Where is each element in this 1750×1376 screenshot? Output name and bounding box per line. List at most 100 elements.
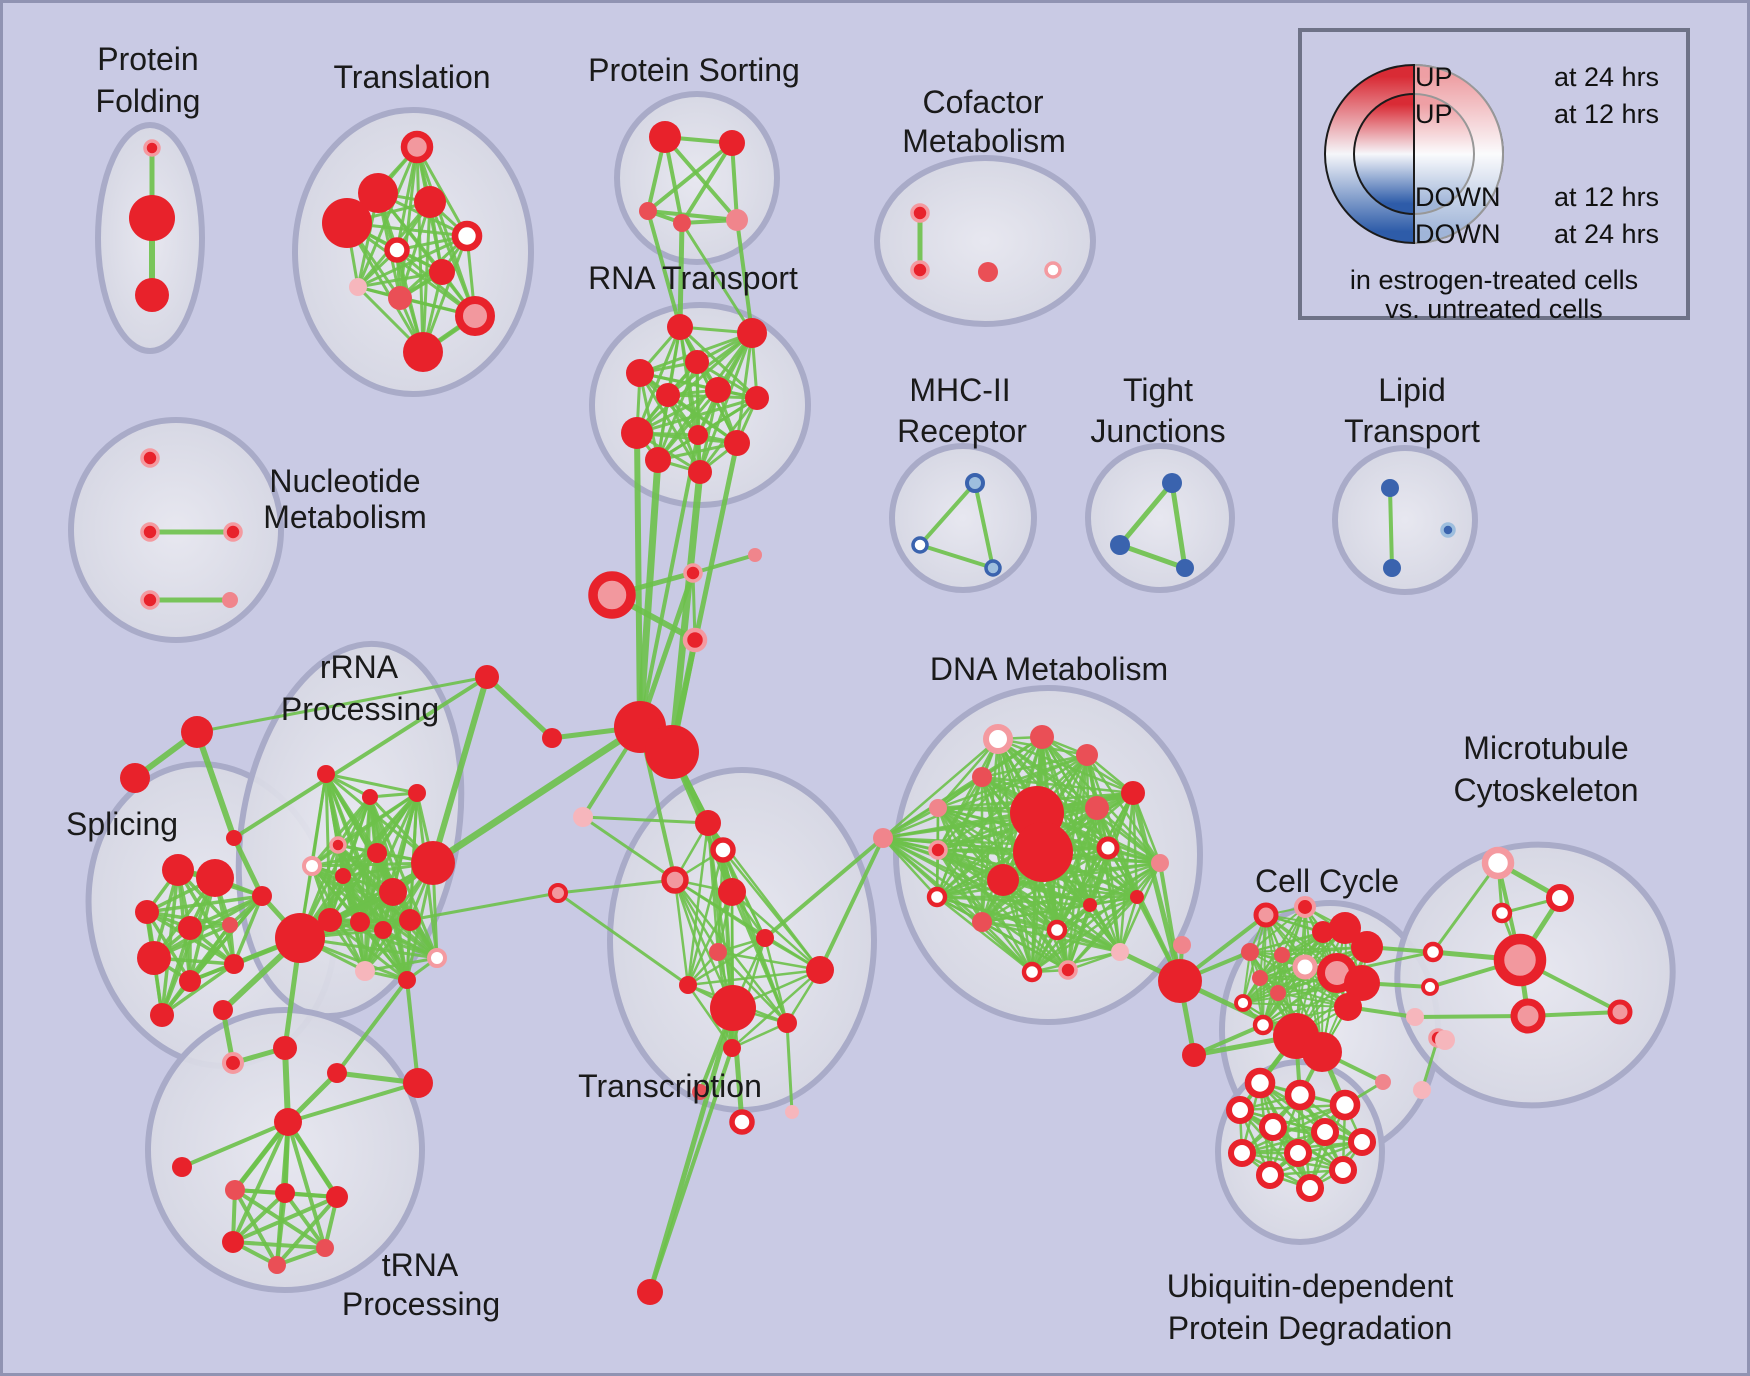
node-dn19[interactable] xyxy=(1130,890,1144,904)
node-t11[interactable] xyxy=(403,332,443,372)
node-ub6[interactable] xyxy=(1310,1117,1340,1147)
node-t3[interactable] xyxy=(414,186,446,218)
node-dn20[interactable] xyxy=(1111,943,1129,961)
node-rr16[interactable] xyxy=(427,948,447,968)
node-rr8[interactable] xyxy=(411,841,455,885)
node-tr5[interactable] xyxy=(403,1068,433,1098)
node-tx2[interactable] xyxy=(548,883,568,903)
node-rr7[interactable] xyxy=(335,868,351,884)
node-t6[interactable] xyxy=(384,237,410,263)
node-rr17[interactable] xyxy=(398,971,416,989)
node-cc24[interactable] xyxy=(1435,1030,1455,1050)
node-tr10[interactable] xyxy=(326,1186,348,1208)
node-tx12[interactable] xyxy=(777,1013,797,1033)
node-nm3[interactable] xyxy=(223,522,243,542)
node-cc23[interactable] xyxy=(1413,1081,1431,1099)
node-tx11[interactable] xyxy=(710,985,756,1031)
node-tx7[interactable] xyxy=(756,929,774,947)
node-sp0c[interactable] xyxy=(226,830,242,846)
node-dn24[interactable] xyxy=(1158,959,1202,1003)
node-sp5[interactable] xyxy=(222,917,238,933)
node-lt2[interactable] xyxy=(1383,559,1401,577)
node-ps1[interactable] xyxy=(649,121,681,153)
node-sp2[interactable] xyxy=(196,859,234,897)
node-dn18[interactable] xyxy=(1083,898,1097,912)
node-ub9[interactable] xyxy=(1283,1138,1313,1168)
node-tr11[interactable] xyxy=(222,1231,244,1253)
node-rr13[interactable] xyxy=(399,909,421,931)
node-ub2[interactable] xyxy=(1284,1079,1316,1111)
node-mh1[interactable] xyxy=(965,473,985,493)
node-rr4[interactable] xyxy=(329,836,347,854)
node-tx6[interactable] xyxy=(718,878,746,906)
node-ps5[interactable] xyxy=(726,209,748,231)
node-t2[interactable] xyxy=(358,173,398,213)
node-mt4[interactable] xyxy=(1493,933,1547,987)
node-cc11[interactable] xyxy=(1252,970,1268,986)
node-ps4[interactable] xyxy=(673,214,691,232)
node-sp9[interactable] xyxy=(224,954,244,974)
node-pf2[interactable] xyxy=(129,195,175,241)
node-tr4[interactable] xyxy=(327,1063,347,1083)
node-cc7[interactable] xyxy=(1274,947,1290,963)
node-tj3[interactable] xyxy=(1176,559,1194,577)
node-nm5[interactable] xyxy=(222,592,238,608)
node-tr9[interactable] xyxy=(275,1183,295,1203)
node-dn14[interactable] xyxy=(928,840,948,860)
node-rr2[interactable] xyxy=(362,789,378,805)
node-rr9[interactable] xyxy=(379,878,407,906)
node-dn4[interactable] xyxy=(972,767,992,787)
node-dn5[interactable] xyxy=(1121,781,1145,805)
node-dn15[interactable] xyxy=(926,886,948,908)
node-ub10[interactable] xyxy=(1255,1160,1285,1190)
node-cc19[interactable] xyxy=(1421,978,1439,996)
node-mt6[interactable] xyxy=(1607,999,1633,1025)
node-ub11[interactable] xyxy=(1328,1155,1358,1185)
node-dn7[interactable] xyxy=(1085,796,1109,820)
node-ub1[interactable] xyxy=(1244,1067,1276,1099)
node-tx10[interactable] xyxy=(806,956,834,984)
node-rt1[interactable] xyxy=(667,314,693,340)
node-cc1[interactable] xyxy=(1253,902,1279,928)
node-rt12[interactable] xyxy=(688,460,712,484)
node-sp1[interactable] xyxy=(162,854,194,886)
node-cf1[interactable] xyxy=(910,203,930,223)
node-dn1[interactable] xyxy=(983,724,1013,754)
node-ub7[interactable] xyxy=(1347,1127,1377,1157)
node-dn17[interactable] xyxy=(1046,919,1068,941)
node-lt3[interactable] xyxy=(1440,522,1456,538)
node-g1[interactable] xyxy=(588,571,636,619)
node-rr1[interactable] xyxy=(317,765,335,783)
node-t8[interactable] xyxy=(349,278,367,296)
node-cc22[interactable] xyxy=(1375,1074,1391,1090)
node-mt2[interactable] xyxy=(1545,883,1575,913)
node-mt5[interactable] xyxy=(1510,998,1546,1034)
node-g6[interactable] xyxy=(645,725,699,779)
node-cf3[interactable] xyxy=(978,262,998,282)
node-t1[interactable] xyxy=(400,130,434,164)
node-tx14[interactable] xyxy=(692,1084,708,1100)
node-sp7[interactable] xyxy=(137,941,171,975)
node-tr1[interactable] xyxy=(213,1000,233,1020)
node-rt7[interactable] xyxy=(745,386,769,410)
node-cf2[interactable] xyxy=(910,260,930,280)
node-rt4[interactable] xyxy=(626,359,654,387)
node-rt5[interactable] xyxy=(656,383,680,407)
node-cc14[interactable] xyxy=(1252,1014,1274,1036)
node-rr14[interactable] xyxy=(275,913,325,963)
node-g9[interactable] xyxy=(637,1279,663,1305)
node-rr6[interactable] xyxy=(367,843,387,863)
node-cc6[interactable] xyxy=(1241,943,1259,961)
node-cc18[interactable] xyxy=(1422,941,1444,963)
node-cc4[interactable] xyxy=(1329,912,1361,944)
node-g2[interactable] xyxy=(683,563,703,583)
node-cc8[interactable] xyxy=(1292,954,1318,980)
node-sp0a[interactable] xyxy=(181,716,213,748)
node-mt1[interactable] xyxy=(1481,846,1515,880)
node-rr11[interactable] xyxy=(350,912,370,932)
node-cc3[interactable] xyxy=(1312,921,1334,943)
node-rt6[interactable] xyxy=(705,377,731,403)
node-tx3[interactable] xyxy=(695,810,721,836)
node-dn2[interactable] xyxy=(1030,725,1054,749)
node-t10[interactable] xyxy=(455,296,495,336)
